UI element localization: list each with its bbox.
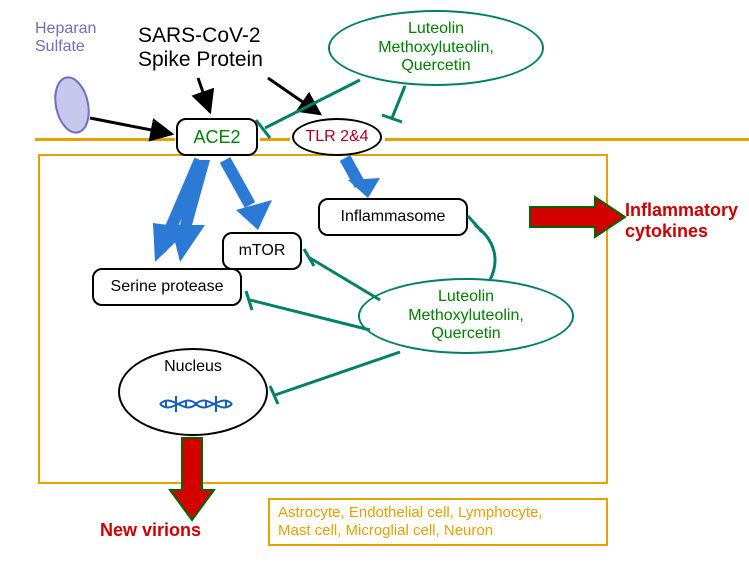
inflammasome-text: Inflammasome [341, 208, 446, 226]
nucleus-text: Nucleus [164, 358, 222, 376]
inflammasome-box: Inflammasome [318, 198, 468, 236]
tlr-ellipse: TLR 2&4 [292, 118, 382, 156]
serine-text: Serine protease [111, 278, 224, 296]
legend-text: Astrocyte, Endothelial cell, Lymphocyte,… [278, 504, 543, 539]
heparan-ellipse-icon [51, 74, 94, 135]
mtor-text: mTOR [239, 242, 286, 260]
flavonoid-mid-ellipse: Luteolin Methoxyluteolin, Quercetin [358, 278, 574, 354]
flavonoid-mid-text: Luteolin Methoxyluteolin, Quercetin [408, 288, 524, 343]
legend-box: Astrocyte, Endothelial cell, Lymphocyte,… [268, 498, 608, 546]
mtor-box: mTOR [222, 232, 302, 270]
infl-cytokines-label: Inflammatory cytokines [625, 200, 738, 241]
ace2-box: ACE2 [176, 118, 258, 156]
spike-label: SARS-CoV-2 Spike Protein [138, 24, 263, 72]
flavonoid-top-ellipse: Luteolin Methoxyluteolin, Quercetin [328, 10, 544, 86]
arrow-spike-to-ace2 [198, 78, 210, 112]
serine-box: Serine protease [92, 268, 242, 306]
new-virions-label: New virions [100, 520, 201, 541]
membrane-seg-1 [35, 138, 175, 141]
arrow-heparan-to-ace2 [90, 118, 172, 134]
nucleus-ellipse: Nucleus [118, 348, 268, 436]
membrane-seg-3 [385, 138, 749, 141]
arrow-spike-to-tlr [268, 78, 320, 114]
tlr-text: TLR 2&4 [305, 128, 368, 146]
flavonoid-top-text: Luteolin Methoxyluteolin, Quercetin [378, 20, 494, 75]
membrane-seg-2 [260, 138, 290, 141]
heparan-label: Heparan Sulfate [35, 20, 96, 57]
ace2-text: ACE2 [193, 127, 240, 148]
